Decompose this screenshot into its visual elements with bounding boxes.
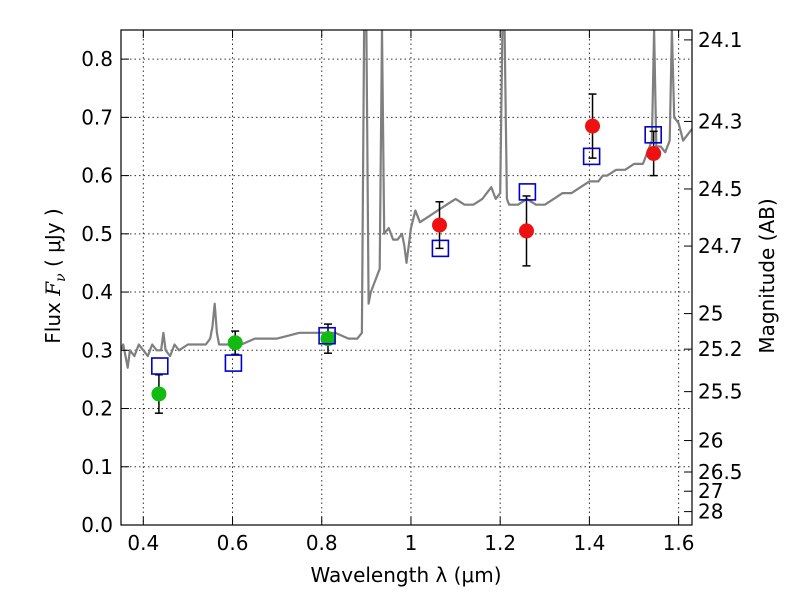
- model-square-point: [431, 239, 450, 258]
- y2-tick-label: 25.5: [698, 380, 743, 404]
- y2-tick-label: 24.5: [698, 177, 743, 201]
- x-tick-label: 1.6: [663, 531, 695, 555]
- x-tick-label: 1: [405, 531, 418, 555]
- y-tick-label: 0.8: [81, 47, 113, 71]
- y2-tick-label: 25: [698, 302, 723, 326]
- y2-tick-label: 24.7: [698, 234, 743, 258]
- y-axis-label: Flux Fν ( μJy ): [41, 208, 69, 343]
- y-axis-label-prefix: Flux: [41, 296, 65, 344]
- x-tick-label: 1.4: [573, 531, 605, 555]
- y2-tick-label: 28: [698, 500, 723, 524]
- y2-tick-label: 25.2: [698, 337, 743, 361]
- y-axis-label-suffix: ( μJy ): [41, 208, 65, 273]
- red-data-point: [518, 223, 534, 239]
- y-tick-label: 0.7: [81, 105, 113, 129]
- model-square-point: [518, 183, 537, 201]
- y-axis-label-symbol: F: [41, 281, 65, 297]
- y-tick-label: 0.6: [81, 164, 113, 188]
- y-tick-label: 0.2: [81, 397, 113, 421]
- y2-tick-label: 24.1: [698, 28, 743, 52]
- plot-area: [121, 30, 692, 414]
- x-tick-label: 0.8: [306, 531, 338, 555]
- y-tick-label: 0.0: [81, 513, 113, 537]
- x-tick-label: 1.2: [484, 531, 516, 555]
- y-tick-label: 0.5: [81, 222, 113, 246]
- y-tick-label: 0.1: [81, 455, 113, 479]
- y2-tick-label: 26: [698, 429, 723, 453]
- y-axis-label-subscript: ν: [53, 273, 69, 282]
- green-data-point: [227, 335, 243, 351]
- spectrum-line: [121, 30, 692, 369]
- model-square-point: [224, 354, 243, 372]
- y-tick-label: 0.3: [81, 338, 113, 362]
- y2-axis-label: Magnitude (AB): [755, 198, 779, 353]
- y2-tick-label: 24.3: [698, 109, 743, 133]
- y-tick-label: 0.4: [81, 280, 113, 304]
- model-square-point: [644, 126, 662, 144]
- grid-layer: [121, 30, 692, 526]
- x-axis-label: Wavelength λ (μm): [310, 563, 501, 587]
- x-tick-label: 0.6: [217, 531, 249, 555]
- model-square-point: [318, 326, 336, 345]
- red-data-point: [432, 217, 448, 233]
- red-data-point: [585, 118, 601, 134]
- green-data-point: [320, 331, 336, 347]
- red-data-point: [646, 145, 662, 161]
- axes-frame: [120, 29, 693, 526]
- model-square-point: [582, 147, 601, 166]
- model-square-point: [151, 357, 169, 375]
- y2-tick-label: 26.5: [698, 460, 743, 484]
- green-data-point: [151, 386, 167, 402]
- tick-layer: 0.4 0.6 0.8 1 1.2 1.4 1.6 0.0 0.1 0.2 0.3 0.4 0.5 0.6…: [81, 28, 742, 555]
- axes-border: [120, 29, 693, 526]
- x-tick-label: 0.4: [127, 531, 159, 555]
- y2-tick-label: 27: [698, 479, 723, 503]
